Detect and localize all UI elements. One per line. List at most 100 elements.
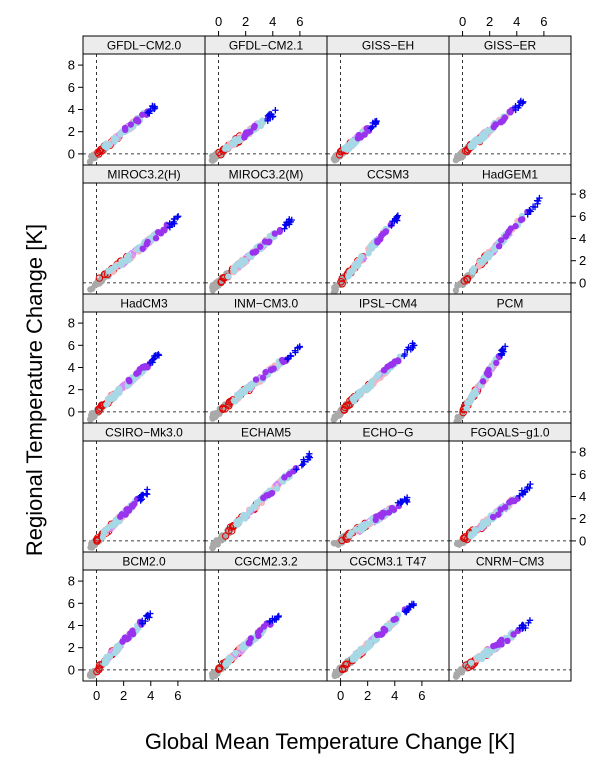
data-point	[480, 521, 487, 528]
data-point	[460, 534, 468, 542]
y-tick-label: 8	[579, 445, 586, 460]
data-point	[490, 642, 497, 650]
data-point	[125, 252, 132, 259]
data-point	[352, 526, 359, 533]
panel-title: GFDL−CM2.1	[229, 39, 304, 53]
data-point	[226, 523, 235, 531]
data-point	[209, 153, 217, 160]
data-point	[388, 222, 395, 229]
data-point	[468, 394, 476, 402]
data-point	[502, 233, 510, 240]
panel: ECHAM5	[204, 422, 328, 553]
data-point	[99, 534, 107, 541]
data-point	[495, 641, 502, 648]
data-point	[144, 486, 151, 493]
x-axis-title: Global Mean Temperature Change [K]	[145, 729, 515, 754]
y-tick-label: 0	[68, 146, 75, 161]
panel: ECHO−G	[326, 422, 450, 553]
data-point	[281, 225, 288, 232]
panel: CCSM3	[326, 164, 450, 296]
data-point	[267, 366, 275, 374]
data-point	[250, 503, 257, 510]
data-point	[461, 147, 470, 155]
data-point	[144, 109, 152, 116]
data-point	[145, 108, 153, 115]
data-point	[495, 511, 502, 518]
data-point	[403, 608, 410, 616]
y-tick-label: 0	[579, 275, 586, 290]
data-point	[468, 532, 476, 539]
data-point	[518, 487, 526, 494]
data-point	[512, 102, 519, 110]
data-point	[346, 532, 353, 539]
panel-title: GFDL−CM2.0	[107, 39, 182, 53]
panel-title: HadGEM1	[482, 168, 538, 182]
data-point	[136, 493, 143, 501]
data-point	[111, 521, 118, 528]
data-point	[517, 97, 525, 105]
data-point	[525, 619, 532, 627]
data-point	[121, 635, 129, 643]
data-point	[337, 278, 345, 286]
data-point	[497, 237, 505, 244]
data-point	[526, 484, 533, 492]
data-point	[225, 402, 233, 410]
x-tick-label: 2	[242, 14, 249, 29]
panel: GFDL−CM2.1	[204, 35, 328, 166]
y-tick-label: 2	[579, 253, 586, 268]
data-point	[92, 281, 99, 288]
data-point	[331, 284, 338, 292]
y-tick-label: 8	[579, 187, 586, 202]
y-tick-label: 4	[68, 360, 75, 375]
data-point	[480, 130, 487, 138]
x-tick-label: 2	[486, 14, 493, 29]
data-point	[510, 631, 517, 638]
panel: HadCM3	[82, 293, 206, 424]
data-point	[116, 644, 123, 652]
data-point	[487, 251, 494, 258]
data-point	[493, 359, 500, 367]
data-point	[241, 134, 248, 141]
data-point	[473, 527, 480, 534]
data-point	[95, 407, 103, 415]
data-point	[410, 602, 417, 609]
panel: MIROC3.2(H)	[82, 164, 206, 295]
data-point	[524, 211, 531, 218]
panel-title: INM−CM3.0	[234, 297, 299, 311]
y-axis-title: Regional Temperature Change [K]	[22, 224, 47, 556]
x-tick-label: 2	[364, 688, 371, 703]
data-point	[232, 649, 239, 657]
data-point	[363, 125, 370, 132]
data-point	[225, 527, 233, 535]
data-point	[305, 453, 313, 460]
panel-title: CCSM3	[367, 168, 409, 182]
data-point	[519, 491, 527, 498]
y-tick-label: 6	[68, 80, 75, 95]
data-point	[132, 117, 140, 124]
data-point	[382, 228, 389, 236]
data-point	[142, 617, 149, 625]
data-point	[499, 345, 507, 353]
data-point	[390, 616, 397, 623]
data-point	[365, 250, 372, 257]
data-point	[506, 499, 513, 506]
data-point	[127, 121, 135, 128]
y-tick-label: 6	[579, 467, 586, 482]
data-point	[215, 148, 223, 156]
data-point	[354, 262, 361, 270]
panel: MIROC3.2(M)	[204, 164, 328, 295]
data-point	[225, 654, 233, 662]
data-point	[380, 625, 388, 633]
panel-title: ECHAM5	[241, 426, 291, 440]
data-point	[298, 462, 306, 469]
data-point	[487, 647, 494, 655]
data-point	[214, 541, 221, 548]
data-point	[87, 286, 94, 293]
panel: CSIRO−Mk3.0	[82, 422, 206, 553]
data-point	[342, 402, 350, 410]
panel-title: CSIRO−Mk3.0	[105, 426, 183, 440]
data-point	[374, 371, 382, 379]
data-point	[355, 651, 362, 659]
data-point	[232, 262, 239, 270]
